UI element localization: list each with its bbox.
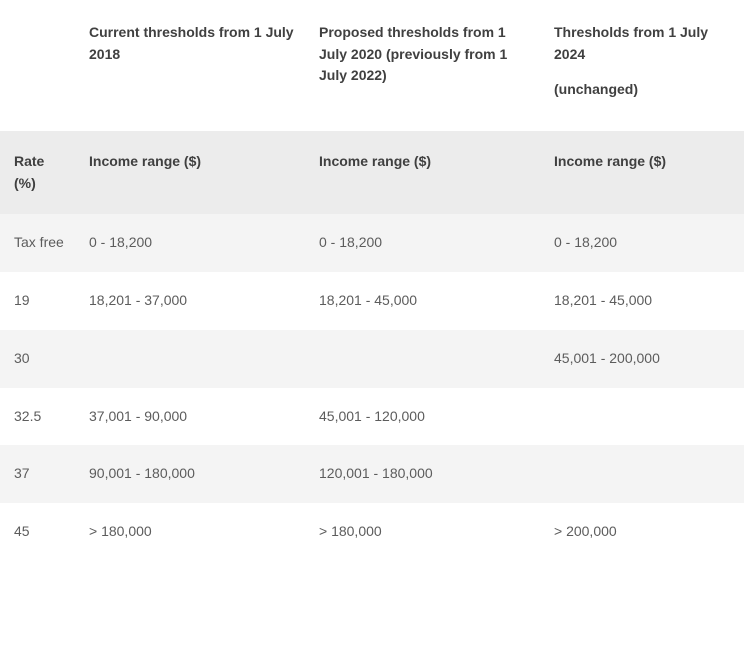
tax-thresholds-table-container: Current thresholds from 1 July 2018 Prop… [0,0,744,561]
table-row: 45 > 180,000 > 180,000 > 200,000 [0,503,744,561]
table-body: Rate (%) Income range ($) Income range (… [0,131,744,561]
cell-2024: 45,001 - 200,000 [540,330,744,388]
cell-2024 [540,388,744,446]
cell-proposed: > 180,000 [305,503,540,561]
cell-current: > 180,000 [75,503,305,561]
table-row: 30 45,001 - 200,000 [0,330,744,388]
cell-proposed: 0 - 18,200 [305,214,540,272]
cell-rate: 30 [0,330,75,388]
col-header-range-2024: Income range ($) [540,131,744,214]
top-header-2024-main: Thresholds from 1 July 2024 [554,24,708,62]
top-header-proposed: Proposed thresholds from 1 July 2020 (pr… [305,0,540,131]
cell-rate: 45 [0,503,75,561]
cell-2024: 0 - 18,200 [540,214,744,272]
table-row: 37 90,001 - 180,000 120,001 - 180,000 [0,445,744,503]
top-header-2024-sub: (unchanged) [554,79,734,101]
cell-current: 37,001 - 90,000 [75,388,305,446]
col-header-rate: Rate (%) [0,131,75,214]
cell-current: 18,201 - 37,000 [75,272,305,330]
cell-rate: 37 [0,445,75,503]
tax-thresholds-table: Current thresholds from 1 July 2018 Prop… [0,0,744,561]
cell-rate: 32.5 [0,388,75,446]
cell-2024 [540,445,744,503]
column-header-row: Rate (%) Income range ($) Income range (… [0,131,744,214]
cell-proposed: 45,001 - 120,000 [305,388,540,446]
table-row: 19 18,201 - 37,000 18,201 - 45,000 18,20… [0,272,744,330]
table-row: 32.5 37,001 - 90,000 45,001 - 120,000 [0,388,744,446]
cell-current [75,330,305,388]
cell-current: 90,001 - 180,000 [75,445,305,503]
top-header-2024: Thresholds from 1 July 2024 (unchanged) [540,0,744,131]
table-top-header: Current thresholds from 1 July 2018 Prop… [0,0,744,131]
cell-2024: > 200,000 [540,503,744,561]
table-row: Tax free 0 - 18,200 0 - 18,200 0 - 18,20… [0,214,744,272]
col-header-range-current: Income range ($) [75,131,305,214]
cell-proposed: 18,201 - 45,000 [305,272,540,330]
cell-rate: 19 [0,272,75,330]
cell-2024: 18,201 - 45,000 [540,272,744,330]
cell-proposed [305,330,540,388]
cell-current: 0 - 18,200 [75,214,305,272]
col-header-range-proposed: Income range ($) [305,131,540,214]
top-header-blank [0,0,75,131]
cell-rate: Tax free [0,214,75,272]
cell-proposed: 120,001 - 180,000 [305,445,540,503]
top-header-current: Current thresholds from 1 July 2018 [75,0,305,131]
